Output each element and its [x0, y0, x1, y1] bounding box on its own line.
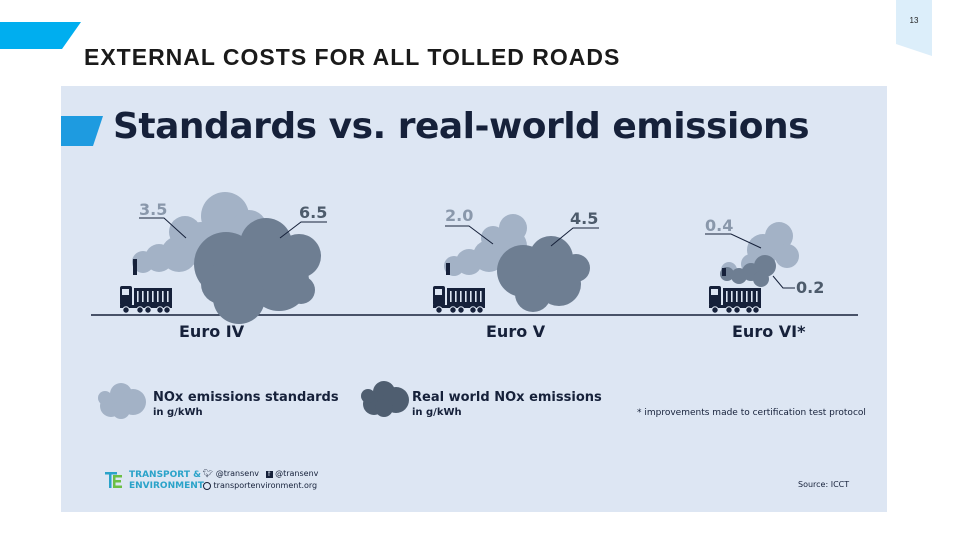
euro-v-standard-cloud: [444, 214, 527, 276]
legend-standard-label: NOx emissions standards: [153, 390, 339, 405]
euro-vi-real-value: 0.2: [796, 278, 825, 297]
website-link[interactable]: transportenvironment.org: [213, 481, 318, 490]
truck-icon: [119, 285, 173, 314]
euro-iv-label: Euro IV: [179, 322, 245, 341]
infographic-title: Standards vs. real-world emissions: [113, 106, 810, 147]
source-credit: Source: ICCT: [798, 480, 850, 489]
euro-v-label: Euro V: [486, 322, 546, 341]
legend-real-unit: in g/kWh: [412, 407, 462, 418]
legend-standard-unit: in g/kWh: [153, 407, 203, 418]
brand-line-1: TRANSPORT &: [129, 470, 201, 480]
page-number: 13: [909, 16, 919, 25]
brand-name: TRANSPORT & ENVIRONMENT: [129, 470, 204, 492]
facebook-handle[interactable]: @transenv: [275, 469, 319, 478]
facebook-icon: f: [265, 471, 273, 478]
title-accent: [61, 116, 103, 146]
legend-real: Real world NOx emissions in g/kWh: [412, 390, 602, 420]
footnote: * improvements made to certification tes…: [637, 408, 866, 418]
transport-environment-logo: [105, 472, 122, 488]
slide-title: EXTERNAL COSTS FOR ALL TOLLED ROADS: [84, 44, 621, 70]
twitter-icon: 🐦︎: [203, 469, 214, 478]
euro-iv-standard-cloud: [132, 192, 267, 273]
globe-icon: [203, 481, 211, 490]
legend-standard: NOx emissions standards in g/kWh: [153, 390, 339, 420]
twitter-handle[interactable]: @transenv: [215, 469, 259, 478]
euro-v-real-value: 4.5: [570, 209, 599, 228]
truck-icon: [708, 285, 762, 314]
euro-v-real-cloud: [497, 236, 590, 312]
euro-iv-real-value: 6.5: [299, 203, 328, 222]
page-number-tab: [896, 0, 932, 56]
euro-vi-standard-value: 0.4: [705, 216, 734, 235]
euro-iv-standard-value: 3.5: [139, 200, 168, 219]
value-leader-lines: [139, 217, 795, 289]
emissions-infographic: Standards vs. real-world emissions 3.5 6…: [61, 86, 887, 512]
social-links: 🐦︎ @transenv f @transenv transportenviro…: [203, 468, 318, 492]
brand-line-2: ENVIRONMENT: [129, 481, 204, 491]
euro-vi-real-cloud: [720, 255, 776, 287]
euro-v-standard-value: 2.0: [445, 206, 474, 225]
corner-accent: [0, 22, 81, 49]
legend-real-cloud-icon: [361, 381, 409, 417]
legend-standard-cloud-icon: [98, 383, 146, 419]
truck-icon: [432, 285, 486, 314]
legend-real-label: Real world NOx emissions: [412, 390, 602, 405]
euro-iv-real-cloud: [194, 218, 321, 324]
infographic-graphics: [61, 116, 858, 488]
euro-vi-label: Euro VI*: [732, 322, 806, 341]
